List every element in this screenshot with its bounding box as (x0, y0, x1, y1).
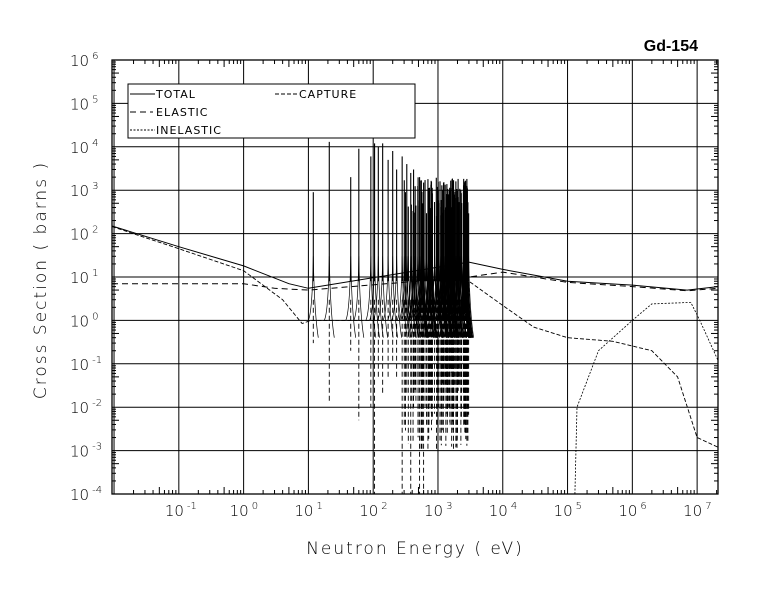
legend-label-elastic: ELASTIC (156, 106, 208, 119)
resonance-capture-bump (417, 256, 428, 338)
resonance-capture-bump (369, 256, 380, 338)
resonance-capture-bump (372, 256, 384, 338)
resonance-capture-bump (409, 256, 421, 338)
resonance-capture-bump (455, 256, 467, 338)
curves (111, 141, 719, 495)
resonance-capture-bump (452, 256, 463, 338)
resonance-capture-bump (365, 256, 377, 338)
legend-label-total: TOTAL (155, 88, 196, 101)
legend-label-inelastic: INELASTIC (156, 124, 222, 137)
chart-title: Gd-154 (644, 38, 698, 55)
series-elastic (112, 271, 719, 292)
resonance-capture-bump (377, 256, 389, 338)
y-tick-label: 10 2 (70, 225, 98, 244)
x-tick-label: 10 3 (424, 501, 452, 520)
resonance-capture-bump (382, 256, 394, 338)
plot-frame (111, 59, 719, 495)
resonance-capture-bump (447, 256, 459, 338)
resonance-capture-bump (443, 256, 455, 338)
resonance-capture-bump (423, 256, 435, 338)
resonance-capture-bump (425, 256, 437, 338)
resonance-capture-bump (438, 256, 449, 338)
x-tick-label: 10 -1 (165, 501, 197, 520)
y-tick-label: 10 5 (70, 94, 98, 113)
y-tick-label: 10 6 (70, 51, 98, 70)
resonance-capture-bump (398, 256, 410, 338)
resonance-capture-bump (421, 256, 432, 338)
y-tick-label: 10 -4 (70, 485, 102, 504)
resonance-capture-bump (387, 256, 399, 338)
x-tick-label: 10 5 (554, 501, 582, 520)
resonance-capture-bump (439, 256, 451, 338)
y-tick-label: 10 0 (70, 311, 98, 330)
resonance-capture-bump (400, 256, 411, 338)
y-tick-label: 10 -2 (70, 398, 102, 417)
resonance-capture-bump (396, 256, 408, 338)
resonance-capture-bump (442, 256, 453, 338)
resonance-capture-bump (459, 256, 471, 338)
y-tick-label: 10 3 (70, 181, 98, 200)
x-tick-label: 10 0 (230, 501, 258, 520)
resonance-capture-bump (440, 256, 452, 338)
y-tick-label: 10 -3 (70, 442, 102, 461)
x-tick-label: 10 7 (683, 501, 711, 520)
x-tick-label: 10 6 (618, 501, 646, 520)
minor-ticks (112, 60, 718, 494)
x-axis-title: Neutron Energy ( eV) (306, 539, 524, 559)
resonance-capture-bump (412, 256, 424, 338)
resonance-capture-bump (345, 256, 357, 338)
resonance-capture-bump (406, 256, 417, 338)
resonance-capture-bump (407, 256, 419, 338)
resonance-capture-bump (432, 256, 444, 338)
series-inelastic (574, 301, 719, 495)
y-axis-title: Cross Section ( barns ) (31, 161, 51, 399)
x-tick-label: 10 1 (294, 501, 322, 520)
resonance-capture-bump (414, 256, 425, 338)
legend-box (127, 83, 416, 139)
resonance-capture-bump (434, 256, 446, 338)
resonance-capture-bump (436, 256, 448, 338)
resonance-capture-bump (431, 256, 442, 338)
resonance-capture-bump (353, 256, 365, 338)
resonance-capture-bump (307, 256, 319, 338)
legend: TOTAL CAPTURE ELASTIC INELASTIC (127, 83, 416, 139)
y-tick-label: 10 1 (70, 268, 98, 287)
x-tick-label: 10 2 (359, 501, 387, 520)
resonance-capture-bump (447, 256, 458, 338)
x-tick-label: 10 4 (489, 501, 517, 520)
y-tick-label: 10 4 (70, 138, 98, 157)
legend-label-capture: CAPTURE (299, 88, 357, 101)
y-tick-label: 10 -1 (70, 355, 102, 374)
resonance-capture-bump (423, 256, 434, 338)
series-capture (111, 226, 719, 448)
resonance-capture-bump (391, 256, 402, 338)
resonance-capture-bump (462, 256, 473, 338)
resonance-capture-bump (323, 256, 335, 338)
resonance-capture-bump (408, 256, 420, 338)
x-tick-labels: 10 -1 10 0 10 1 10 2 10 3 10 4 10 5 10 6 10 7 (165, 501, 712, 520)
resonance-capture-bump (427, 256, 438, 338)
